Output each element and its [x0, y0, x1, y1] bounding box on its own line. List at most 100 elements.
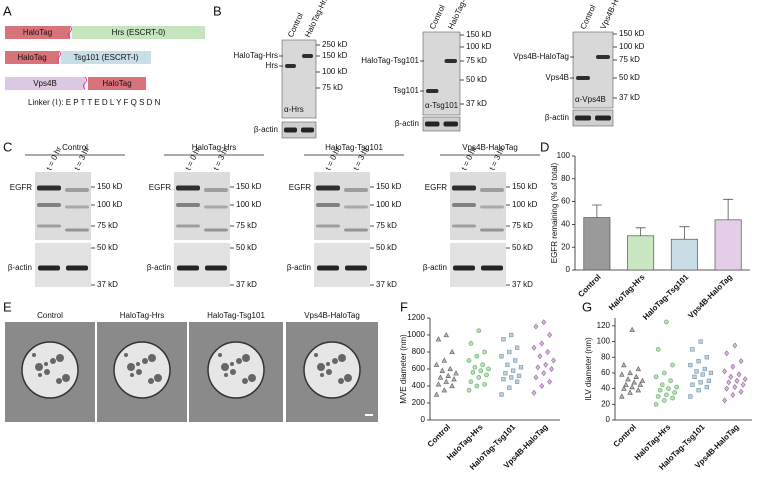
point: [499, 392, 504, 397]
point: [445, 372, 451, 378]
ilv: [56, 378, 62, 384]
band: [316, 224, 340, 228]
band: [453, 265, 475, 271]
y-tick-label: 0: [421, 415, 426, 424]
point: [674, 384, 680, 390]
lane-label: Vps4B-HaloTag: [599, 0, 631, 31]
blot: [422, 116, 461, 132]
y-tick-label: 1000: [407, 330, 425, 339]
point: [518, 365, 524, 370]
y-tick-label: 120: [597, 321, 611, 330]
blot: [281, 39, 317, 119]
point: [451, 376, 457, 382]
scale-bar: [365, 414, 373, 416]
marker-label: 37 kD: [512, 280, 533, 289]
band: [344, 188, 368, 192]
point: [708, 370, 714, 376]
band: [176, 203, 200, 207]
point: [539, 382, 545, 390]
point: [724, 350, 730, 357]
x-tick-label: HaloTag-Hrs: [607, 272, 647, 312]
point: [668, 378, 673, 384]
point: [437, 374, 444, 380]
ilv: [50, 358, 56, 364]
marker-label: 100 kD: [619, 42, 645, 51]
x-tick-label: Control: [576, 273, 602, 299]
marker-label: 50 kD: [466, 75, 487, 84]
marker-label: 75 kD: [466, 56, 487, 65]
point: [435, 381, 442, 387]
blot: [314, 172, 370, 240]
ilv: [242, 354, 250, 362]
y-tick-label: 0: [566, 265, 571, 274]
blot: [174, 172, 230, 240]
band: [176, 224, 200, 228]
point: [512, 358, 518, 363]
construct-domain: [5, 51, 59, 64]
marker-label: 150 kD: [236, 182, 262, 191]
point: [742, 376, 748, 383]
point: [505, 362, 510, 367]
point: [633, 373, 640, 379]
point: [443, 378, 450, 384]
point: [535, 364, 541, 371]
point: [509, 375, 514, 380]
band: [576, 76, 590, 80]
point: [476, 328, 482, 334]
panel-label: G: [582, 299, 592, 314]
point: [547, 378, 553, 385]
x-tick-label: Control: [426, 423, 452, 449]
ilv: [230, 362, 234, 366]
construct-domain: [5, 26, 70, 39]
band: [205, 265, 227, 271]
point: [639, 377, 646, 383]
domain-label: HaloTag: [17, 53, 46, 62]
y-tick-label: 800: [412, 347, 426, 356]
band-label: EGFR: [289, 183, 311, 192]
point: [539, 340, 545, 347]
linker-mark: [68, 25, 72, 39]
point: [435, 336, 442, 342]
point: [476, 375, 482, 380]
ilv: [38, 373, 42, 377]
marker-label: 75 kD: [236, 221, 257, 230]
blot: [35, 243, 91, 287]
point: [664, 319, 669, 325]
domain-label: HaloTag: [102, 79, 131, 88]
point: [470, 370, 476, 375]
band: [425, 121, 440, 127]
point: [698, 380, 703, 385]
band-label: Hrs: [266, 61, 278, 70]
ilv: [326, 369, 332, 375]
band: [177, 265, 199, 271]
point: [655, 347, 661, 352]
ilv: [236, 358, 242, 364]
lane-label: HaloTag-Hrs: [303, 0, 330, 39]
point: [661, 398, 667, 403]
x-tick-label: Control: [612, 423, 638, 449]
ilv: [124, 353, 128, 357]
band: [37, 224, 61, 228]
band: [204, 205, 228, 209]
band: [345, 265, 367, 271]
panel-label: E: [3, 299, 12, 314]
linker-mark: [83, 76, 87, 90]
marker-label: 150 kD: [376, 182, 402, 191]
point: [478, 368, 484, 374]
blot-title: HaloTag-Tsg101: [325, 143, 383, 152]
point: [732, 342, 738, 349]
point: [503, 371, 508, 376]
image-label: Control: [37, 311, 63, 320]
band: [595, 115, 611, 121]
loading-label: β-actin: [287, 263, 311, 272]
band-label: EGFR: [425, 183, 447, 192]
blot: [450, 172, 506, 240]
marker-label: 100 kD: [512, 200, 538, 209]
band-label: Tsg101: [393, 86, 419, 95]
blot: [174, 243, 230, 287]
ilv: [320, 373, 324, 377]
point: [629, 384, 635, 390]
point: [631, 379, 637, 385]
lane-label: t = 0 hr: [184, 145, 203, 172]
point: [623, 381, 629, 387]
